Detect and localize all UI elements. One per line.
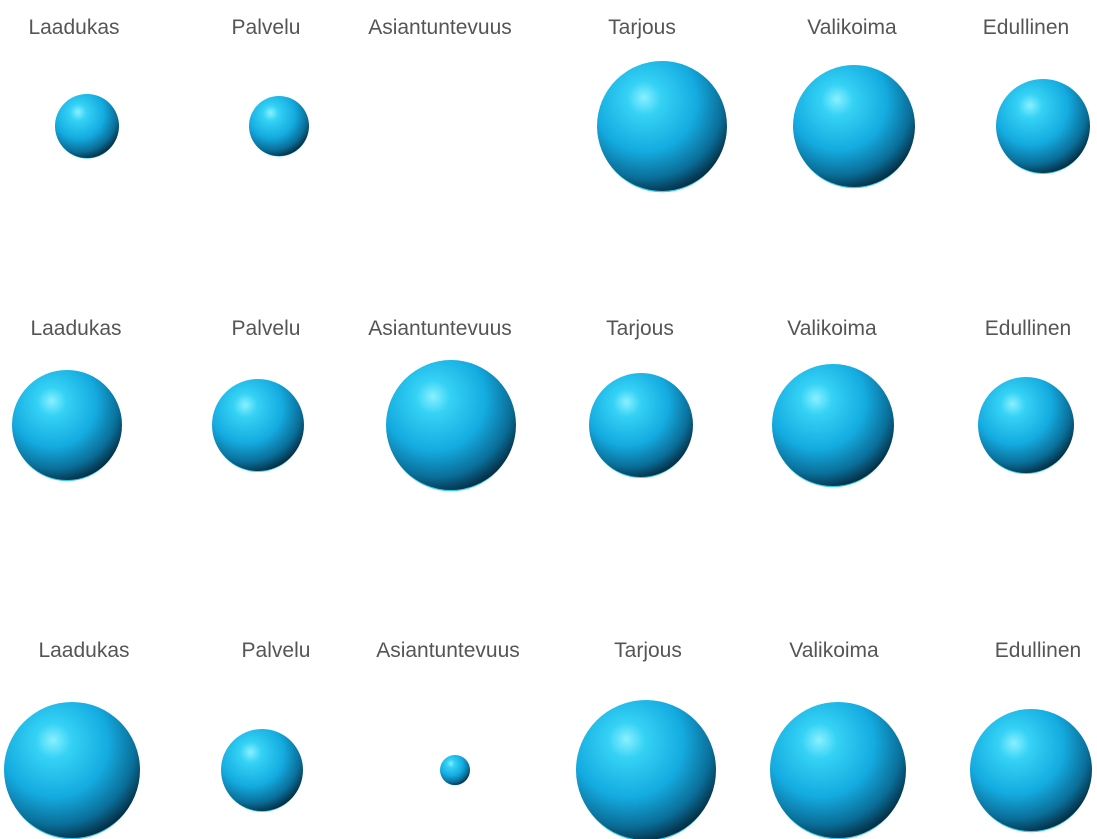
bubble bbox=[221, 729, 303, 812]
category-label: Laadukas bbox=[28, 16, 119, 39]
category-label: Valikoima bbox=[787, 317, 877, 340]
category-label: Valikoima bbox=[807, 16, 897, 39]
category-label: Asiantuntevuus bbox=[368, 317, 512, 340]
bubble bbox=[770, 702, 906, 839]
bubble bbox=[793, 65, 915, 189]
category-label: Palvelu bbox=[232, 317, 301, 340]
category-label: Edullinen bbox=[985, 317, 1071, 340]
bubble bbox=[386, 360, 516, 492]
bubble bbox=[772, 364, 894, 488]
bubble bbox=[440, 755, 470, 786]
bubble bbox=[589, 373, 693, 479]
category-label: Tarjous bbox=[614, 639, 682, 662]
bubble bbox=[970, 709, 1092, 833]
category-label: Laadukas bbox=[38, 639, 129, 662]
category-label: Laadukas bbox=[30, 317, 121, 340]
bubble bbox=[4, 702, 140, 839]
category-label: Edullinen bbox=[995, 639, 1081, 662]
category-label: Asiantuntevuus bbox=[368, 16, 512, 39]
bubble bbox=[978, 377, 1074, 474]
bubble bbox=[212, 379, 304, 472]
bubble bbox=[55, 94, 119, 159]
bubble bbox=[12, 370, 122, 482]
category-label: Palvelu bbox=[242, 639, 311, 662]
category-label: Valikoima bbox=[789, 639, 879, 662]
category-label: Tarjous bbox=[606, 317, 674, 340]
category-label: Edullinen bbox=[983, 16, 1069, 39]
category-label: Tarjous bbox=[608, 16, 676, 39]
category-label: Asiantuntevuus bbox=[376, 639, 520, 662]
category-label: Palvelu bbox=[232, 16, 301, 39]
bubble bbox=[249, 96, 309, 157]
bubble bbox=[597, 61, 727, 193]
bubble bbox=[576, 700, 716, 839]
bubble bbox=[996, 79, 1090, 174]
